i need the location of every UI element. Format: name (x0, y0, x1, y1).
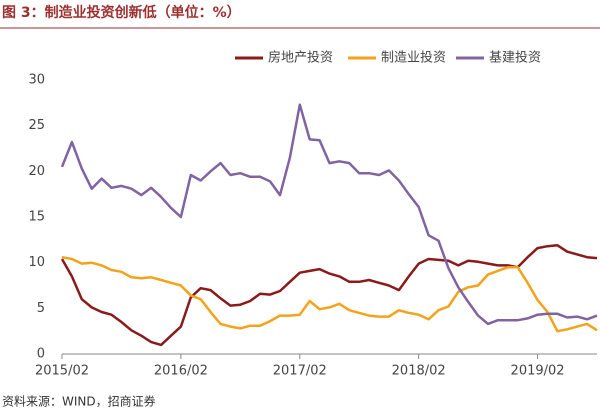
y-tick-label: 20 (28, 164, 45, 179)
y-tick-label: 0 (37, 347, 45, 362)
y-tick-label: 5 (37, 301, 45, 316)
y-tick-label: 10 (28, 255, 45, 270)
x-tick-label: 2019/02 (511, 364, 565, 379)
line-series (60, 103, 598, 326)
legend-label: 房地产投资 (268, 50, 333, 66)
x-tick-label: 2017/02 (273, 364, 327, 379)
y-tick-label: 30 (28, 73, 45, 88)
chart-title: 图 3：制造业投资创新低（单位：%） (2, 4, 241, 21)
legend-label: 基建投资 (489, 50, 541, 66)
line-series (61, 255, 598, 333)
y-tick-label: 25 (28, 118, 45, 133)
legend-label: 制造业投资 (381, 50, 446, 66)
source: 资料来源：WIND，招商证券 (2, 394, 156, 409)
y-tick-label: 15 (28, 210, 45, 225)
x-tick-label: 2018/02 (392, 364, 446, 379)
line-series (60, 244, 598, 347)
x-tick-label: 2015/02 (35, 364, 89, 379)
x-tick-label: 2016/02 (154, 364, 208, 379)
